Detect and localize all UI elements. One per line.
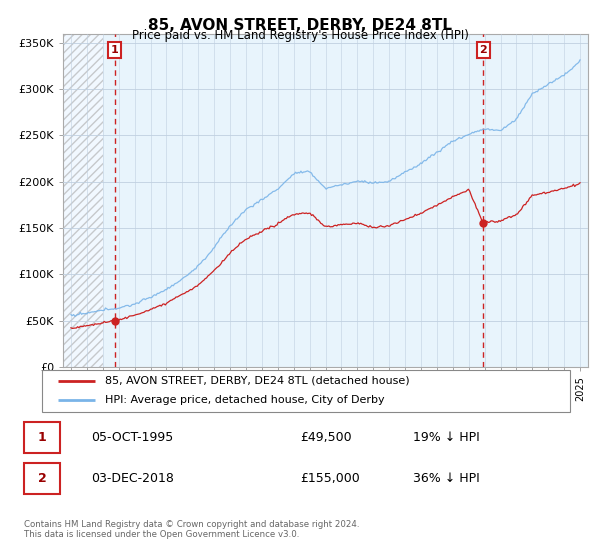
Text: HPI: Average price, detached house, City of Derby: HPI: Average price, detached house, City… [106,395,385,405]
FancyBboxPatch shape [23,463,60,493]
Text: 36% ↓ HPI: 36% ↓ HPI [413,472,479,484]
Text: 85, AVON STREET, DERBY, DE24 8TL (detached house): 85, AVON STREET, DERBY, DE24 8TL (detach… [106,376,410,386]
Text: 1: 1 [38,431,47,444]
Text: 03-DEC-2018: 03-DEC-2018 [91,472,174,484]
Text: Contains HM Land Registry data © Crown copyright and database right 2024.
This d: Contains HM Land Registry data © Crown c… [24,520,359,539]
Text: 05-OCT-1995: 05-OCT-1995 [91,431,173,444]
FancyBboxPatch shape [42,370,570,412]
Text: 2: 2 [38,472,47,484]
Text: 2: 2 [479,45,487,55]
Text: 19% ↓ HPI: 19% ↓ HPI [413,431,479,444]
Text: 1: 1 [111,45,119,55]
Text: 85, AVON STREET, DERBY, DE24 8TL: 85, AVON STREET, DERBY, DE24 8TL [148,18,452,33]
Text: £49,500: £49,500 [300,431,352,444]
Text: Price paid vs. HM Land Registry's House Price Index (HPI): Price paid vs. HM Land Registry's House … [131,29,469,42]
Bar [63,34,103,367]
Text: £155,000: £155,000 [300,472,360,484]
FancyBboxPatch shape [23,422,60,453]
